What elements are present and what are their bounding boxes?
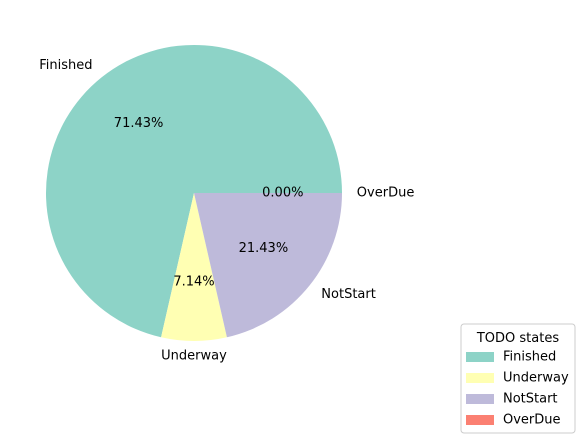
legend-title: TODO states (476, 331, 559, 346)
legend: TODO states Finished Underway NotStart Over… (461, 324, 575, 433)
legend-swatch-overdue (466, 415, 494, 425)
legend-swatch-notstart (466, 394, 494, 404)
legend-swatch-finished (466, 352, 494, 362)
category-label-notstart: NotStart (321, 287, 376, 302)
legend-label-finished: Finished (503, 350, 556, 365)
category-label-overdue: OverDue (357, 186, 415, 201)
category-label-underway: Underway (161, 348, 227, 363)
percent-label-notstart: 21.43% (239, 241, 289, 256)
legend-swatch-underway (466, 373, 494, 383)
legend-label-notstart: NotStart (503, 392, 558, 407)
category-label-finished: Finished (39, 58, 92, 73)
percent-label-overdue: 0.00% (262, 186, 303, 201)
legend-label-overdue: OverDue (503, 413, 561, 428)
percent-label-finished: 71.43% (114, 116, 164, 131)
legend-label-underway: Underway (503, 371, 569, 386)
percent-label-underway: 7.14% (173, 274, 214, 289)
